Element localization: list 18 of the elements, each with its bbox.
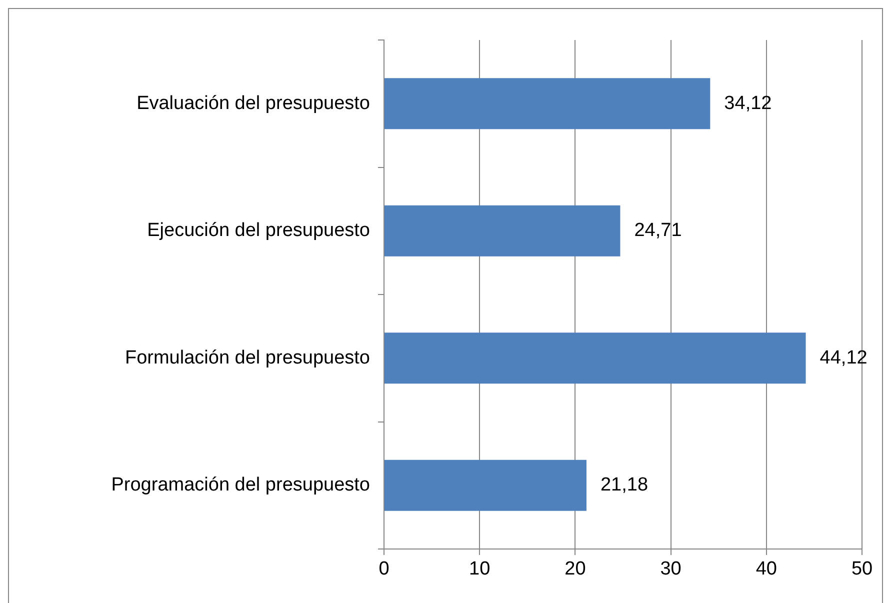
data-label: 24,71: [634, 220, 682, 242]
x-tick-label: 10: [469, 558, 490, 580]
x-tick-label: 0: [378, 558, 390, 580]
data-label: 21,18: [600, 474, 648, 496]
y-tick-label: Formulación del presupuesto: [124, 347, 370, 368]
x-tick-label: 50: [851, 558, 873, 580]
x-tick-label: 30: [660, 558, 682, 580]
data-label: 44,12: [820, 347, 868, 368]
x-tick-label: 20: [564, 558, 586, 580]
bar: [384, 205, 620, 256]
x-tick-label: 40: [756, 558, 777, 580]
y-tick-label: Ejecución del presupuesto: [147, 220, 370, 242]
y-tick-label: Programación del presupuesto: [111, 474, 370, 496]
bar: [384, 332, 806, 384]
bar: [384, 78, 710, 130]
data-label: 34,12: [724, 92, 772, 114]
bar: [384, 460, 586, 511]
y-tick-label: Evaluación del presupuesto: [136, 92, 370, 114]
